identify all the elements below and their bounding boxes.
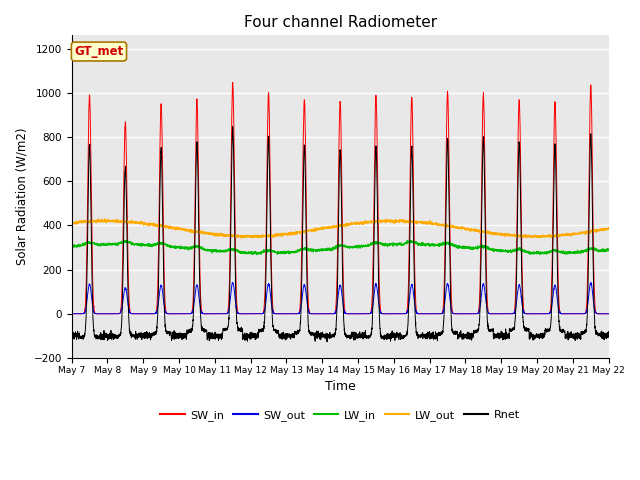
Rnet — [431, 334, 438, 339]
SW_in — [604, 311, 612, 317]
Line: LW_in: LW_in — [72, 240, 609, 255]
SW_out — [431, 311, 438, 317]
LW_in — [321, 247, 328, 252]
Legend: SW_in, SW_out, LW_in, LW_out, Rnet: SW_in, SW_out, LW_in, LW_out, Rnet — [156, 406, 525, 425]
LW_in — [68, 242, 76, 248]
LW_in — [164, 243, 172, 249]
Line: SW_in: SW_in — [72, 83, 609, 314]
SW_out — [604, 311, 612, 317]
Rnet — [68, 333, 76, 338]
SW_out — [587, 280, 595, 286]
Rnet — [605, 332, 612, 337]
LW_out — [431, 221, 438, 227]
Line: LW_out: LW_out — [72, 219, 609, 238]
LW_out — [68, 219, 76, 225]
X-axis label: Time: Time — [324, 380, 355, 393]
LW_in — [604, 248, 612, 253]
LW_out — [321, 225, 328, 230]
Rnet — [320, 334, 328, 339]
Title: Four channel Radiometer: Four channel Radiometer — [244, 15, 436, 30]
Rnet — [323, 339, 331, 345]
SW_out — [460, 311, 468, 317]
SW_out — [68, 311, 76, 317]
Rnet — [604, 332, 612, 337]
Line: Rnet: Rnet — [72, 127, 609, 342]
LW_out — [237, 235, 245, 241]
LW_out — [164, 223, 172, 229]
LW_in — [431, 243, 438, 249]
Y-axis label: Solar Radiation (W/m2): Solar Radiation (W/m2) — [15, 128, 28, 265]
SW_in — [229, 80, 237, 85]
Line: SW_out: SW_out — [72, 283, 609, 314]
LW_out — [100, 216, 108, 222]
LW_in — [461, 244, 468, 250]
SW_in — [605, 311, 612, 317]
SW_out — [605, 311, 612, 317]
SW_in — [68, 311, 76, 317]
SW_in — [461, 311, 468, 317]
LW_out — [605, 226, 612, 232]
LW_out — [491, 230, 499, 236]
LW_out — [604, 226, 612, 232]
Rnet — [229, 124, 237, 130]
Rnet — [461, 333, 468, 338]
LW_in — [605, 248, 612, 253]
LW_in — [253, 252, 260, 258]
SW_in — [164, 311, 172, 317]
SW_out — [491, 311, 499, 317]
LW_out — [461, 225, 468, 231]
SW_out — [320, 311, 328, 317]
SW_in — [491, 311, 499, 317]
Text: GT_met: GT_met — [74, 45, 124, 58]
LW_in — [122, 237, 129, 243]
LW_in — [491, 247, 499, 253]
SW_in — [431, 311, 438, 317]
SW_in — [320, 311, 328, 317]
Rnet — [491, 334, 499, 340]
Rnet — [164, 329, 172, 335]
SW_out — [164, 311, 172, 317]
